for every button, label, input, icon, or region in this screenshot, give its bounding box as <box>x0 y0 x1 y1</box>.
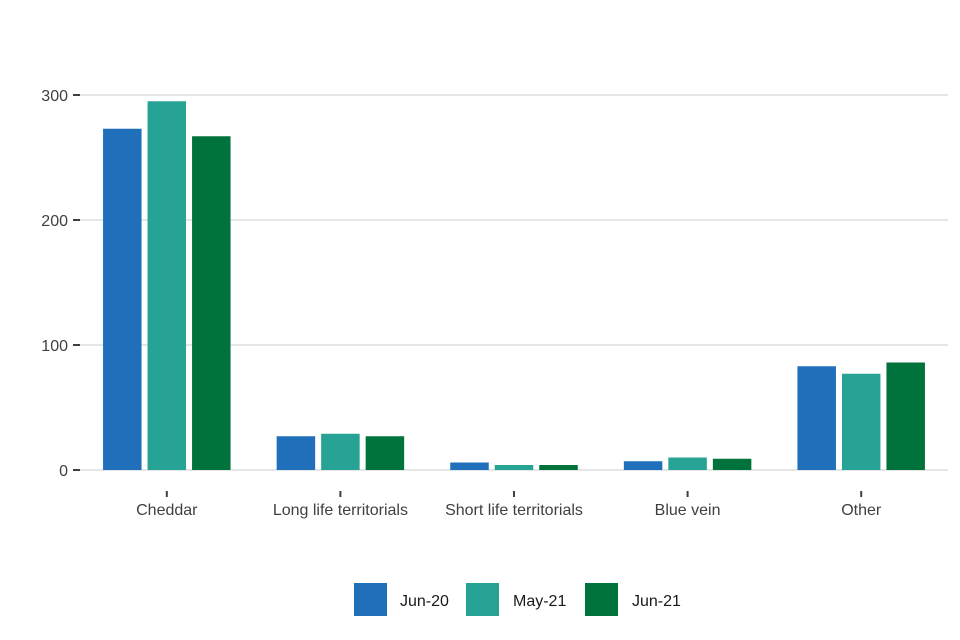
y-tick-label: 200 <box>41 213 68 230</box>
bar-may-21-cheddar <box>147 101 187 470</box>
bar-jun-21-long-life-territorials <box>365 436 405 470</box>
y-tick-label: 0 <box>59 463 68 480</box>
legend-label-jun-21: Jun-21 <box>632 593 681 610</box>
x-tick-label: Short life territorials <box>445 502 583 519</box>
legend-swatch-jun-21 <box>585 583 618 616</box>
bar-jun-21-other <box>886 362 925 470</box>
bar-jun-21-blue-vein <box>712 458 752 470</box>
legend-swatch-may-21 <box>466 583 499 616</box>
y-tick-label: 100 <box>41 338 68 355</box>
legend-label-may-21: May-21 <box>513 593 566 610</box>
bar-may-21-long-life-territorials <box>321 433 360 470</box>
bar-jun-20-short-life-territorials <box>450 462 489 470</box>
x-tick-label: Blue vein <box>655 502 721 519</box>
x-tick-label: Other <box>841 502 882 519</box>
bar-jun-21-cheddar <box>192 136 231 470</box>
bar-jun-20-blue-vein <box>623 461 663 470</box>
bar-jun-20-cheddar <box>103 128 142 470</box>
legend: Jun-20 May-21 Jun-21 <box>354 583 681 616</box>
legend-label-jun-20: Jun-20 <box>400 593 449 610</box>
bar-jun-21-short-life-territorials <box>539 465 578 470</box>
bar-jun-20-long-life-territorials <box>276 436 316 470</box>
bar-may-21-blue-vein <box>668 457 707 470</box>
y-tick-label: 300 <box>41 88 68 105</box>
bars-layer <box>103 101 925 470</box>
bar-may-21-short-life-territorials <box>494 465 534 470</box>
bar-may-21-other <box>841 373 881 470</box>
axis-layer: 0 100 200 300 Cheddar Long life territorials S… <box>41 88 882 519</box>
x-tick-label: Long life territorials <box>273 502 408 519</box>
bar-jun-20-other <box>797 366 836 470</box>
x-tick-label: Cheddar <box>136 502 198 519</box>
legend-swatch-jun-20 <box>354 583 387 616</box>
